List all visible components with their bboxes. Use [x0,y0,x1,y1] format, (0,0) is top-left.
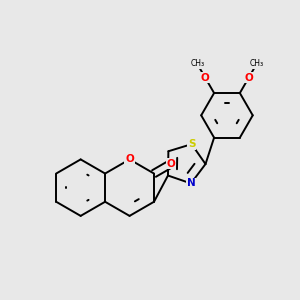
Text: O: O [125,154,134,164]
Text: S: S [188,139,195,149]
Text: O: O [201,73,210,82]
Text: N: N [187,178,195,188]
Text: CH₃: CH₃ [190,59,204,68]
Text: O: O [244,73,253,82]
Text: O: O [167,159,176,169]
Text: CH₃: CH₃ [250,59,264,68]
